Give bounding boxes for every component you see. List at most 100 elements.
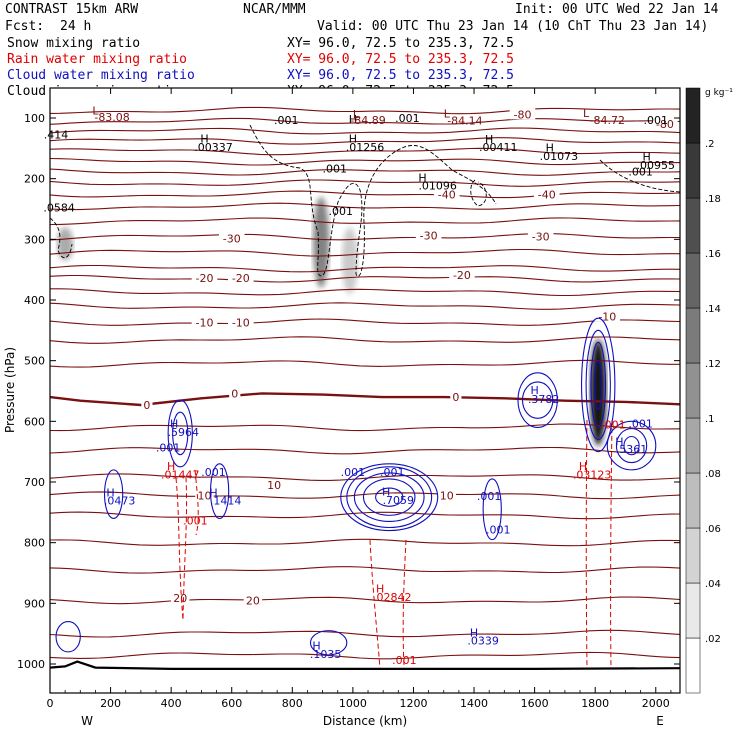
rain-contour-5 — [610, 419, 613, 669]
isotherm-label-bg-2 — [433, 188, 460, 200]
isotherm-label-bg-17 — [437, 489, 456, 501]
isotherm-21 — [50, 446, 680, 455]
rain_annotations-4: H — [376, 582, 384, 595]
fcst-label: Fcst: — [5, 19, 44, 34]
cloud_ice_annotations-20: .0584 — [43, 201, 75, 214]
isotherm-label-bg-1 — [652, 118, 678, 130]
cloud_ice_annotations-11: .01096 — [418, 180, 457, 193]
y-tick-label-8: 900 — [24, 597, 45, 610]
isotherm-label-bg-9 — [449, 269, 475, 281]
plot-frame — [49, 87, 681, 694]
isotherm-0 — [50, 106, 680, 115]
isotherm-20 — [50, 423, 680, 432]
isotherm-label-bg-11 — [228, 316, 254, 328]
x-tick-label-4: 800 — [282, 697, 303, 710]
cloud_water_annotations-15: .3782 — [528, 393, 560, 406]
x-tick-label-7: 1400 — [460, 697, 488, 710]
cloud-ice-contours — [50, 124, 680, 277]
cloud_water_annotations-19: H — [312, 639, 320, 652]
valid-time: Valid: 00 UTC Thu 23 Jan 14 (10 ChT Thu … — [317, 19, 708, 34]
rain_annotations-0: H — [167, 460, 175, 473]
isotherm-label-17: 10 — [440, 489, 454, 502]
cloud-water-contour-0-4 — [340, 463, 439, 532]
rain_annotations-7: .001 — [183, 514, 208, 527]
cloud-water-contour-0-1 — [362, 478, 416, 516]
legend-xy-2: XY= 96.0, 72.5 to 235.3, 72.5 — [287, 68, 514, 83]
cloud-water-contour-0-0 — [375, 487, 404, 507]
cloud-water-contour-1-3 — [581, 317, 616, 453]
cloud-water-contour-2-1 — [615, 428, 648, 464]
cloud_ice_annotations-13: .001 — [395, 112, 420, 125]
y-tick-label-4: 500 — [24, 355, 45, 368]
isotherm-3 — [50, 137, 680, 145]
cloud-water-contours — [55, 317, 657, 656]
isotherm-label-10: -10 — [195, 316, 213, 329]
cloud-water-contour-1-0 — [594, 360, 603, 410]
isotherm-label-12: -10 — [598, 310, 616, 323]
colorbar-tick-6: .14 — [705, 304, 721, 315]
x-axis-label: Distance (km) — [323, 714, 407, 728]
colorbar-segment-8 — [685, 197, 701, 254]
rain_annotations-3: .03123 — [573, 468, 612, 481]
cloud_water_annotations-13: .001 — [486, 524, 511, 537]
cloud-water-contour-8-0 — [309, 630, 348, 656]
isotherm-label-bg-16 — [195, 489, 214, 501]
cloud_water_annotations-4: H — [106, 487, 114, 500]
isotherm-5 — [50, 157, 680, 166]
ice-contour-3 — [50, 217, 73, 259]
cloud_ice_annotations-16: .001 — [322, 163, 347, 176]
snow_annotations-6: -84.72 — [590, 114, 625, 127]
cloud_water_annotations-9: .001 — [380, 466, 405, 479]
cloud-water-contour-5-0 — [209, 463, 230, 519]
x-tick-label-5: 1000 — [339, 697, 367, 710]
isotherm-label-15: 0 — [452, 391, 459, 404]
cloud-water-contour-4-1 — [167, 399, 193, 468]
x-tick-label-10: 2000 — [642, 697, 670, 710]
isotherm-4 — [50, 147, 680, 156]
cloud_ice_annotations-8: H — [643, 150, 651, 163]
isotherm-29 — [50, 651, 680, 660]
isotherm-19 — [50, 359, 680, 368]
cloud_water_annotations-10: H — [382, 485, 390, 498]
isotherm-label-bg-19 — [171, 591, 190, 603]
cloud_water_annotations-20: .1035 — [310, 648, 342, 661]
cloud_water_annotations-17: H — [615, 436, 623, 449]
plot-area — [50, 88, 680, 693]
cloud-water-contour-9-0 — [55, 620, 81, 653]
cloud_ice_annotations-4: H — [485, 133, 493, 146]
rain_annotations-8: .001 — [601, 419, 626, 432]
legend-xy-0: XY= 96.0, 72.5 to 235.3, 72.5 — [287, 36, 514, 51]
cloud_ice_annotations-19: .414 — [44, 129, 69, 142]
cloud_ice_annotations-0: H — [200, 132, 208, 145]
isotherm-label-bg-5 — [415, 229, 442, 241]
cloud_ice_annotations-5: .00411 — [479, 141, 518, 154]
axes: 0 200 400 600 800 1000 1200 1400 1600 1800 2000100… — [3, 88, 680, 728]
org-label: NCAR/MMM — [243, 2, 306, 17]
legend-entry-0: Snow mixing ratio — [7, 36, 140, 51]
isotherm-label-bg-4 — [218, 232, 245, 244]
plot-border — [49, 87, 681, 694]
surface-line — [50, 660, 680, 670]
colorbar-segment-10 — [685, 87, 701, 144]
zero-isotherm — [50, 392, 680, 407]
isotherm-label-bg-8 — [228, 272, 254, 284]
cloud-water-contour-4-0 — [172, 411, 189, 456]
isotherm-label-19: 20 — [173, 592, 187, 605]
snow_annotations-1: -83.08 — [94, 111, 129, 124]
cloud_water_annotations-6: H — [209, 487, 217, 500]
isotherm-label-bg-20 — [243, 594, 263, 606]
isotherm-label-bg-13 — [141, 398, 153, 410]
legend-entry-1: Rain water mixing ratio — [7, 52, 187, 67]
cloud_ice_annotations-7: .01073 — [540, 150, 579, 163]
model-title: CONTRAST 15km ARW — [5, 2, 138, 17]
colorbar-segment-4 — [685, 417, 701, 474]
cloud_ice_annotations-3: .01256 — [346, 141, 385, 154]
y-tick-label-6: 700 — [24, 476, 45, 489]
isotherm-label-bg-14 — [229, 387, 241, 399]
colorbar: g kg⁻¹ .02 .04 .06 .08 .1 .12 .14 .16 .18 .2 — [685, 87, 733, 694]
cloud_ice_annotations-18: H — [349, 113, 357, 126]
snow-blob-2 — [341, 227, 358, 294]
isotherm-18 — [50, 336, 680, 344]
isotherm-label-6: -30 — [532, 230, 550, 243]
cloud_ice_annotations-10: H — [418, 172, 426, 185]
